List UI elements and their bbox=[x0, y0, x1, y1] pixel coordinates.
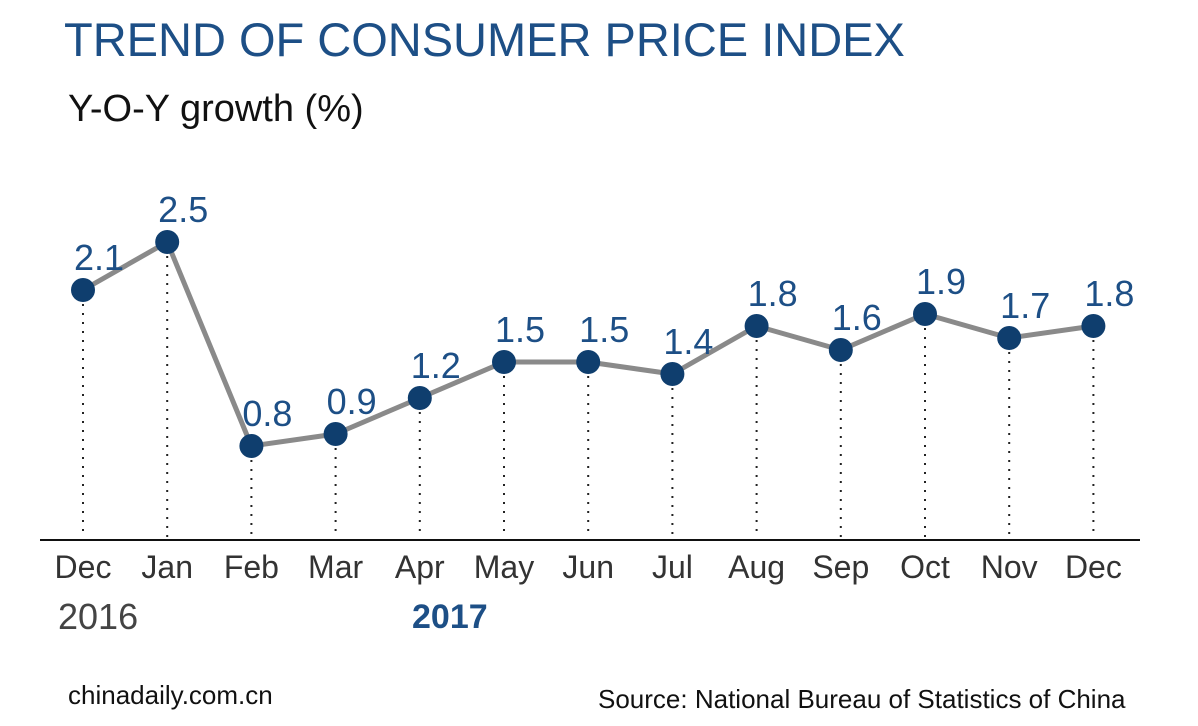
data-point bbox=[323, 422, 348, 446]
data-label: 1.5 bbox=[495, 309, 545, 350]
year-label-2017: 2017 bbox=[412, 598, 488, 636]
x-tick-label: Dec bbox=[55, 549, 112, 585]
chart-title: TREND OF CONSUMER PRICE INDEX bbox=[64, 13, 905, 66]
data-label: 2.1 bbox=[74, 237, 124, 278]
year-label-2016: 2016 bbox=[58, 596, 139, 637]
data-point bbox=[828, 338, 853, 362]
data-point bbox=[660, 362, 685, 386]
x-tick-label: Apr bbox=[395, 549, 445, 585]
data-point bbox=[239, 434, 264, 458]
data-point bbox=[155, 230, 180, 254]
source-note: Source: National Bureau of Statistics of… bbox=[598, 684, 1126, 714]
data-label: 1.7 bbox=[1000, 285, 1050, 326]
chart-subtitle: Y-O-Y growth (%) bbox=[68, 88, 364, 130]
data-label: 1.5 bbox=[579, 309, 629, 350]
x-tick-label: May bbox=[474, 549, 534, 585]
x-tick-label: Nov bbox=[981, 549, 1038, 585]
data-point bbox=[744, 314, 769, 338]
x-tick-label: Jan bbox=[141, 549, 193, 585]
data-label: 1.6 bbox=[832, 297, 882, 338]
data-point bbox=[997, 326, 1022, 350]
data-label: 1.8 bbox=[1084, 273, 1134, 314]
data-point bbox=[913, 302, 937, 326]
data-label: 0.8 bbox=[242, 393, 292, 434]
data-point bbox=[492, 350, 516, 374]
x-tick-label: Feb bbox=[224, 549, 279, 585]
data-point bbox=[576, 350, 601, 374]
data-point bbox=[407, 386, 432, 410]
data-label: 1.8 bbox=[748, 273, 798, 314]
x-tick-label: Oct bbox=[900, 549, 950, 585]
data-point bbox=[71, 278, 95, 302]
data-label: 2.5 bbox=[158, 189, 208, 230]
data-label: 1.9 bbox=[916, 261, 966, 302]
site-credit: chinadaily.com.cn bbox=[68, 680, 273, 710]
x-tick-label: Jul bbox=[652, 549, 693, 585]
data-label: 0.9 bbox=[327, 381, 377, 422]
x-tick-label: Aug bbox=[728, 549, 785, 585]
x-tick-label: Sep bbox=[812, 549, 869, 585]
x-tick-label: Dec bbox=[1065, 549, 1122, 585]
data-point bbox=[1081, 314, 1106, 338]
data-label: 1.4 bbox=[663, 321, 713, 362]
x-tick-label: Mar bbox=[308, 549, 363, 585]
x-tick-label: Jun bbox=[562, 549, 614, 585]
data-label: 1.2 bbox=[411, 345, 461, 386]
